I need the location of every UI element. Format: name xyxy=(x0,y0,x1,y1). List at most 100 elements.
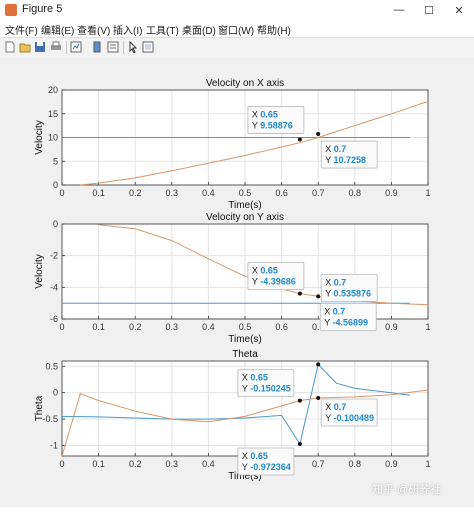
new-figure-icon[interactable] xyxy=(4,41,16,53)
axes-1: 0 0.1 0.2 0.3 0.4 0.5 0.6 0.7 0.8 0.9 105101520Vel… xyxy=(34,78,431,211)
datatip-y-value: 10.7258 xyxy=(334,155,367,165)
y-axis-label: Velocity xyxy=(34,120,45,154)
y-tick-label: 10 xyxy=(48,133,58,143)
datatip-x: X 0.65 xyxy=(242,451,268,461)
datatip-y: Y -4.56899 xyxy=(324,317,368,327)
x-tick-label: 0.9 xyxy=(385,322,398,332)
datatip-box xyxy=(237,447,295,476)
maximize-button[interactable]: ☐ xyxy=(424,4,434,17)
datatip-x: X 0.7 xyxy=(325,144,346,154)
x-tick-label: 0.1 xyxy=(92,188,105,198)
axes-3: 0 0.1 0.2 0.3 0.4 0.5 0.6 0.7 0.8 0.9 1 -1 -0.5 0 0.5 T… xyxy=(34,273,431,482)
datatip-box xyxy=(320,398,378,427)
x-axis-label: Time(s) xyxy=(228,471,262,482)
watermark: 知乎 @研荞社 xyxy=(372,484,442,496)
menu-bar: 文件(F) 编辑(E) 查看(V) 插入(I) 工具(T) 桌面(D) 窗口(W… xyxy=(0,20,474,37)
x-tick-label: 0.7 xyxy=(312,188,325,198)
x-tick-label: 0.1 xyxy=(92,322,105,332)
datatip-box xyxy=(320,273,378,302)
datatip-y: Y 0.535876 xyxy=(325,288,371,298)
y-tick-label: -6 xyxy=(50,314,58,324)
series-line-1 xyxy=(61,363,410,446)
datatip-marker xyxy=(297,137,302,142)
datatip-marker xyxy=(316,294,321,299)
figure-canvas: 0 0.1 0.2 0.3 0.4 0.5 0.6 0.7 0.8 0.9 1 0 5 10 15 20 Vel… xyxy=(0,57,474,507)
print-icon[interactable] xyxy=(50,41,62,53)
x-tick-label: 0.8 xyxy=(349,459,362,469)
save-icon[interactable] xyxy=(34,41,46,53)
series-line-2 xyxy=(80,100,429,186)
y-tick-label: -0.5 xyxy=(42,414,58,424)
menu-help[interactable]: 帮助(H) xyxy=(257,26,291,37)
menu-tools[interactable]: 工具(T) xyxy=(146,26,179,37)
x-axis-label: Time(s) xyxy=(228,334,262,345)
datatip-x-value: 0.65 xyxy=(250,373,268,383)
x-tick-label: 0.7 xyxy=(312,459,325,469)
datatip-x-value: 0.65 xyxy=(250,451,268,461)
x-tick-label: 0.2 xyxy=(129,459,142,469)
x-tick-label: 1 xyxy=(425,188,430,198)
datatip-x-value: 0.7 xyxy=(334,144,347,154)
figure-toolbar xyxy=(0,37,474,58)
y-tick-label: 5 xyxy=(53,156,58,166)
open-file-icon[interactable] xyxy=(19,41,31,53)
menu-view[interactable]: 查看(V) xyxy=(77,26,111,37)
y-tick-label: 15 xyxy=(48,109,58,119)
x-tick-label: 0.9 xyxy=(385,188,398,198)
datatip-y-value: -4.39686 xyxy=(260,277,296,287)
y-tick-label: -1 xyxy=(50,440,58,450)
x-tick-label: 0.4 xyxy=(202,188,215,198)
datatip-marker xyxy=(316,362,321,367)
x-tick-label: 0.5 xyxy=(239,188,252,198)
menu-window[interactable]: 窗口(W) xyxy=(218,26,255,37)
edit-plot-icon[interactable] xyxy=(127,41,139,53)
datatip-y: Y -0.100489 xyxy=(325,413,374,423)
x-tick-label: 0 xyxy=(59,459,64,469)
x-tick-label: 0.4 xyxy=(202,322,215,332)
x-tick-label: 0.5 xyxy=(239,322,252,332)
datatip-x: X 0.65 xyxy=(252,109,278,119)
menu-desktop[interactable]: 桌面(D) xyxy=(182,26,216,37)
datatip-y-value: -0.150245 xyxy=(250,384,291,394)
datatip-y-value: -4.56899 xyxy=(333,317,369,327)
datatip-y: Y 10.7258 xyxy=(325,155,366,165)
datatip-x: X 0.7 xyxy=(325,402,346,412)
y-tick-label: 0 xyxy=(53,180,58,190)
minimize-button[interactable]: — xyxy=(393,4,405,16)
x-tick-label: 0.3 xyxy=(166,188,179,198)
datatip-y: Y -4.39686 xyxy=(252,277,296,287)
chart-title: Theta xyxy=(232,349,258,360)
insert-legend-icon[interactable] xyxy=(107,41,119,53)
x-tick-label: 1 xyxy=(425,322,430,332)
datatip-marker xyxy=(297,441,302,446)
menu-edit[interactable]: 编辑(E) xyxy=(41,26,75,37)
datatip-marker xyxy=(316,132,321,137)
y-axis-label: Theta xyxy=(34,395,45,421)
datatip-y-value: -0.972364 xyxy=(250,462,291,472)
datatip-x-value: 0.7 xyxy=(334,277,347,287)
y-tick-label: 20 xyxy=(48,85,58,95)
close-button[interactable]: ✕ xyxy=(454,4,464,17)
toolbar-separator xyxy=(66,41,67,54)
axes-box xyxy=(61,223,429,320)
x-tick-label: 0.8 xyxy=(349,188,362,198)
datatip-y-value: 9.58876 xyxy=(260,120,293,130)
datatip-x-value: 0.7 xyxy=(334,402,347,412)
link-plot-icon[interactable] xyxy=(70,41,82,53)
x-tick-label: 0.3 xyxy=(166,322,179,332)
plot-tools-icon[interactable] xyxy=(142,41,154,53)
x-tick-label: 0.6 xyxy=(275,188,288,198)
x-tick-label: 0 xyxy=(59,322,64,332)
x-tick-label: 0.6 xyxy=(275,322,288,332)
x-tick-label: 0.3 xyxy=(166,459,179,469)
insert-colorbar-icon[interactable] xyxy=(91,41,103,53)
datatip-x: X 0.7 xyxy=(325,277,346,287)
menu-file[interactable]: 文件(F) xyxy=(5,26,38,37)
datatip-x: X 0.65 xyxy=(242,373,268,383)
x-axis-label: Time(s) xyxy=(228,200,262,211)
window-title: Figure 5 xyxy=(22,3,63,15)
y-tick-label: -2 xyxy=(50,251,58,261)
menu-insert[interactable]: 插入(I) xyxy=(113,26,143,37)
toolbar-separator xyxy=(123,41,124,54)
x-tick-label: 0.2 xyxy=(129,188,142,198)
